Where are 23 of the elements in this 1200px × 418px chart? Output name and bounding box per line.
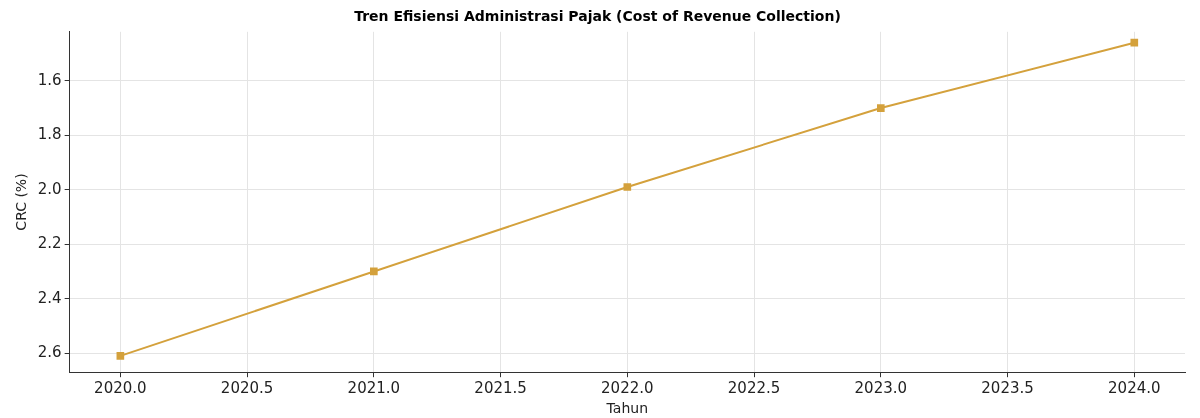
y-tick-label: 1.6 bbox=[37, 70, 62, 89]
y-tick-label: 1.8 bbox=[37, 125, 62, 144]
y-axis-title: CRC (%) bbox=[13, 173, 30, 231]
x-tick-label: 2022.5 bbox=[727, 379, 781, 398]
y-tick-label: 2.0 bbox=[37, 179, 62, 198]
x-tick-label: 2020.0 bbox=[94, 379, 147, 398]
x-tick-label: 2024.0 bbox=[1108, 379, 1161, 398]
x-axis-title: Tahun bbox=[605, 400, 649, 417]
x-tick-label: 2021.0 bbox=[347, 379, 401, 398]
y-tick-label: 2.4 bbox=[37, 288, 62, 307]
y-tick-label: 2.2 bbox=[37, 234, 62, 253]
point bbox=[1130, 38, 1139, 47]
x-tick-label: 2023.5 bbox=[981, 379, 1034, 398]
point bbox=[370, 267, 378, 276]
x-tick-label: 2020.5 bbox=[220, 379, 274, 398]
x-tick-label: 2022.0 bbox=[601, 379, 654, 398]
chart-title: Tren Efisiensi Administrasi Pajak (Cost of Revenue Collection) bbox=[354, 8, 841, 25]
y-tick-label: 2.6 bbox=[37, 343, 62, 362]
x-tick-label: 2023.0 bbox=[854, 379, 908, 398]
point bbox=[623, 183, 632, 191]
point bbox=[116, 352, 125, 360]
x-tick-label: 2021.5 bbox=[474, 379, 527, 398]
point bbox=[876, 104, 885, 112]
